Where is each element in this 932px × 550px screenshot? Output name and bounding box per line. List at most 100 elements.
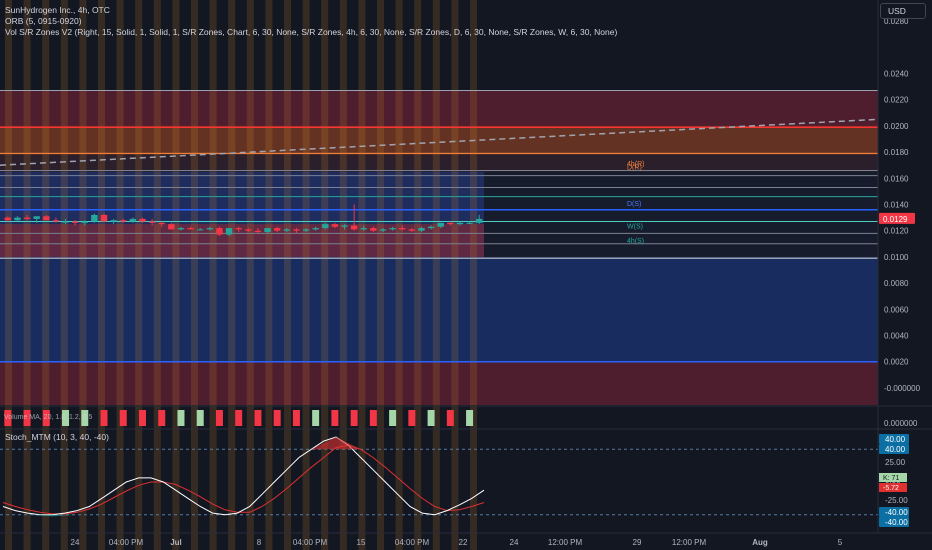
price-tick-label: 0.0200 (884, 122, 909, 131)
time-tick-label: 12:00 PM (548, 538, 583, 547)
candle-body (399, 228, 406, 230)
zone-label: 4h(R) (627, 161, 645, 168)
candle-body (341, 225, 348, 227)
candle-body (52, 220, 60, 222)
orb-trend-line (0, 118, 879, 166)
zone-label: 4h(S) (627, 238, 644, 245)
volume-bar (427, 410, 435, 426)
volume-bar (331, 410, 339, 426)
candle-body (91, 214, 98, 222)
volume-bar (4, 410, 12, 426)
session-column (246, 0, 254, 550)
session-column (209, 0, 217, 550)
session-column (116, 0, 124, 550)
projected-band (484, 171, 878, 257)
candle-body (235, 228, 242, 230)
volume-bar (350, 410, 358, 426)
volume-bar (369, 410, 377, 426)
support-zone-blue (0, 256, 878, 362)
stoch-legend[interactable]: Stoch_MTM (10, 3, 40, -40) (5, 432, 109, 442)
session-column (395, 0, 403, 550)
candle-body (206, 228, 214, 230)
price-tick-label: 0.0280 (884, 17, 909, 26)
zone-label: W(S) (627, 223, 643, 230)
candle-body (71, 221, 79, 223)
candle-body (427, 226, 435, 229)
candle-body (23, 217, 31, 219)
volume-bar (119, 410, 127, 426)
candle-body (408, 229, 416, 231)
zone-label: D(R) (627, 165, 642, 172)
candle-body (216, 228, 223, 235)
session-column (60, 0, 68, 550)
session-column (414, 0, 422, 550)
candle-body (168, 224, 175, 230)
session-column (98, 0, 105, 550)
session-column (432, 0, 440, 550)
volume-bar (312, 410, 320, 426)
session-column (191, 0, 198, 550)
session-column (284, 0, 291, 550)
candle-body (475, 218, 483, 223)
candle-body (100, 214, 108, 222)
volume-bar (389, 410, 397, 426)
candle-body (14, 217, 21, 221)
vol-sr-indicator-label[interactable]: Vol S/R Zones V2 (Right, 15, Solid, 1, S… (5, 27, 618, 37)
overbought-fill (311, 437, 361, 450)
candle-body (379, 229, 387, 231)
price-tick-label: 0.0060 (884, 305, 909, 314)
time-tick-label: Aug (752, 538, 768, 547)
candle-body (225, 228, 233, 235)
session-column (470, 0, 477, 550)
sr-lines-layer: 4h(R)D(R) D(S) W(S) 4h(S) (0, 90, 879, 363)
time-axis[interactable]: 24 04:00 PM Jul 8 04:00 PM 15 04:00 PM 22 24 12:0… (0, 532, 932, 547)
red-zone-history (0, 224, 484, 259)
orb-indicator-label[interactable]: ORB (5, 0915-0920) (5, 16, 82, 26)
candles-layer (4, 204, 483, 236)
stoch-k-line (2, 436, 485, 516)
session-column (451, 0, 459, 550)
stoch-axis-badge (879, 517, 909, 527)
stoch-k-value: K: 71 (883, 475, 899, 482)
candle-body (456, 222, 464, 225)
volume-legend: Volume MA, 20, 1.8, 1.2, 0.5 (4, 414, 92, 421)
currency-button[interactable]: USD (880, 3, 926, 19)
last-price-value: 0.0129 (883, 215, 908, 224)
candle-body (322, 224, 329, 229)
stoch-axis-tick: 40.00 (885, 445, 906, 454)
stoch-axis-badge (879, 434, 909, 444)
volume-pane: Volume MA, 20, 1.8, 1.2, 0.5 0.000000 (0, 405, 932, 430)
candle-body (254, 230, 262, 233)
candle-body (33, 216, 40, 219)
sr-zones-layer (0, 90, 878, 405)
volume-bar (254, 410, 262, 426)
stoch-d-line (2, 444, 485, 515)
session-column (358, 0, 366, 550)
time-tick-label: 04:00 PM (293, 538, 328, 547)
candle-body (273, 228, 281, 231)
stoch-axis-tick: -40.00 (885, 508, 908, 517)
candle-body (62, 221, 69, 223)
time-tick-label: 24 (510, 538, 519, 547)
candle-body (139, 218, 146, 222)
volume-bar (292, 410, 300, 426)
volume-bar (100, 410, 108, 426)
mid-band (0, 152, 878, 172)
stoch-axis-tick: 25.00 (885, 458, 906, 467)
volume-bar (196, 410, 204, 426)
session-column (42, 0, 50, 550)
session-column (228, 0, 236, 550)
price-axis[interactable]: 0.0280 0.0240 0.0220 0.0200 0.0180 0.0160 0.01… (877, 0, 921, 533)
stoch-axis-badge (879, 444, 909, 454)
candle-body (43, 216, 50, 221)
orange-resistance-band (0, 125, 878, 153)
price-tick-label: 0.0240 (884, 70, 909, 79)
time-tick-label: 24 (71, 538, 80, 547)
symbol-title[interactable]: SunHydrogen Inc., 4h, OTC (5, 5, 110, 15)
lower-red-zone (0, 361, 878, 405)
candle-body (437, 222, 444, 227)
candle-body (110, 220, 117, 222)
candle-body (4, 217, 12, 221)
candle-body (293, 229, 300, 231)
